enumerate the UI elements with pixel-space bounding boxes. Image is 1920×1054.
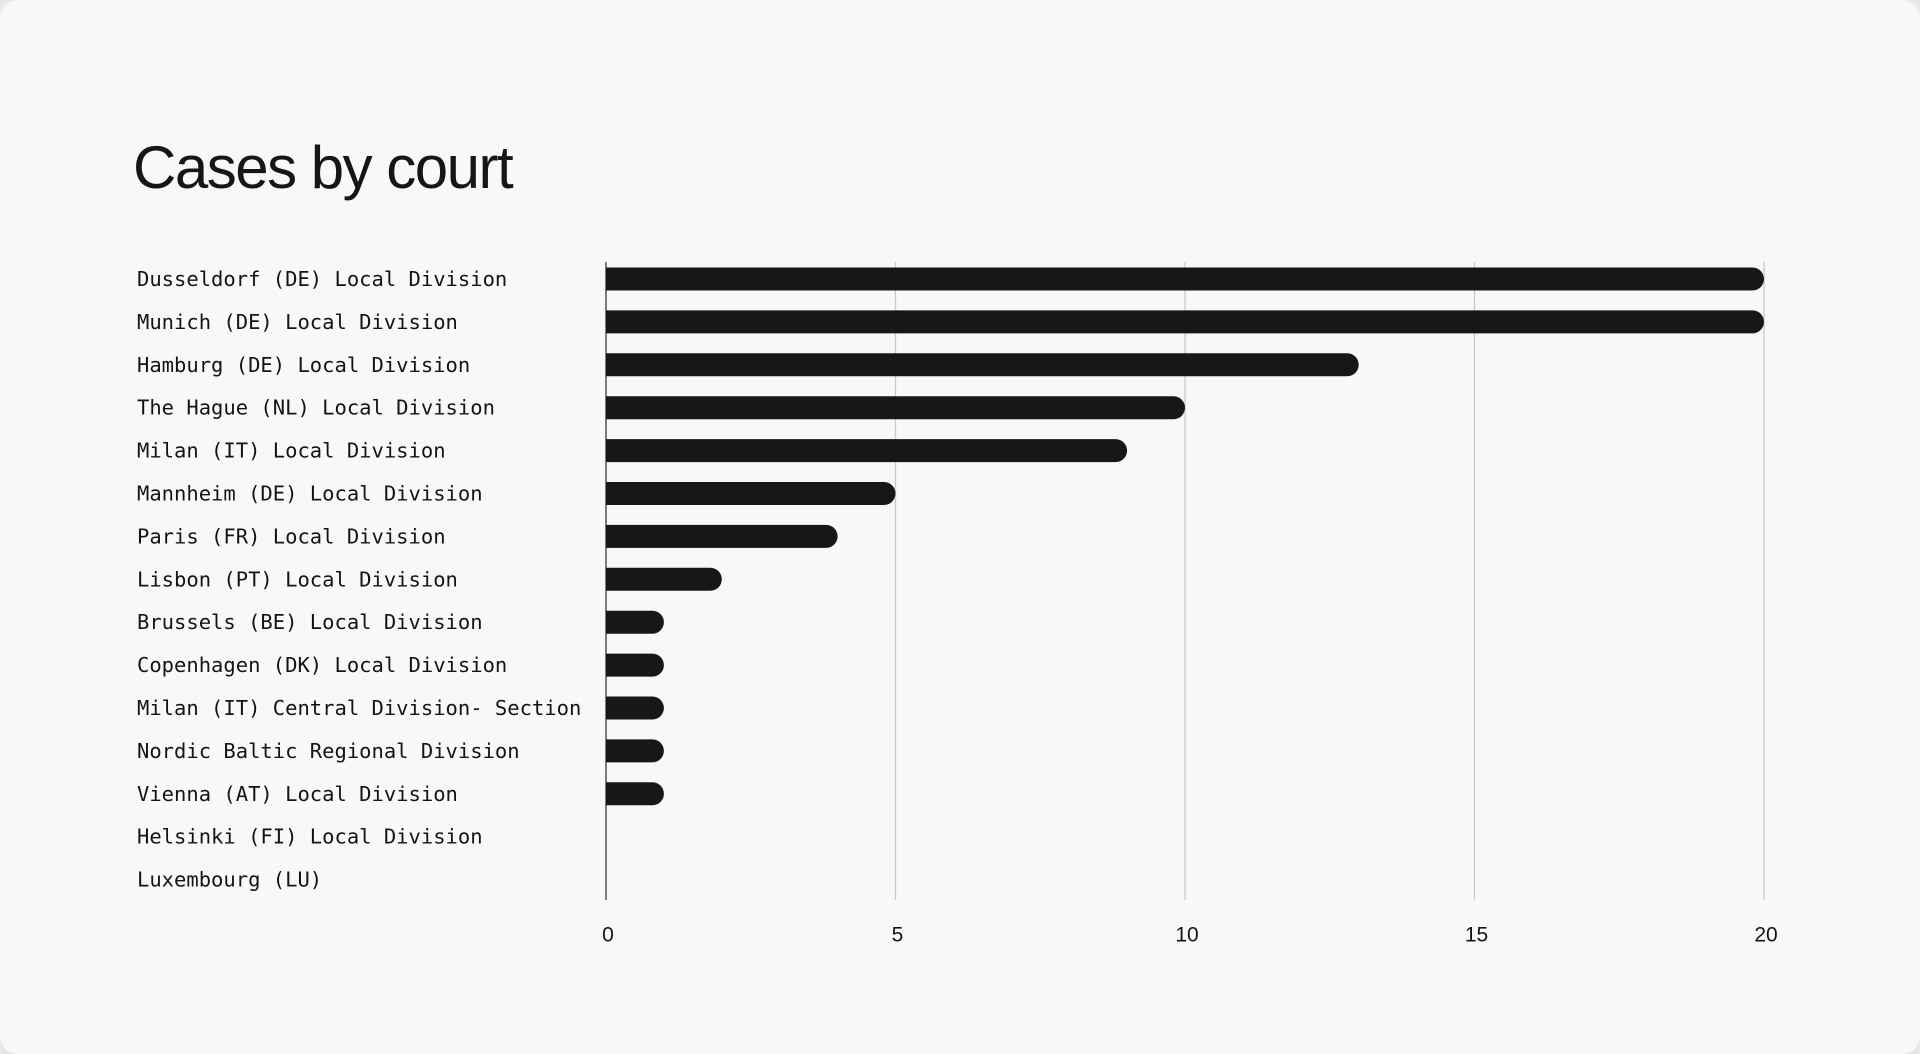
x-tick-label: 15: [1465, 924, 1488, 947]
category-label: Brussels (BE) Local Division: [137, 610, 483, 634]
bar: [606, 524, 838, 548]
category-label: Lisbon (PT) Local Division: [137, 567, 458, 591]
bar: [606, 739, 664, 763]
bar: [606, 610, 664, 634]
x-tick-label: 10: [1175, 924, 1198, 947]
chart-title: Cases by court: [133, 134, 514, 201]
category-label: The Hague (NL) Local Division: [137, 396, 495, 420]
category-label: Luxembourg (LU): [137, 868, 322, 892]
category-label: Vienna (AT) Local Division: [137, 782, 458, 806]
category-label: Milan (IT) Central Division- Section: [137, 696, 581, 720]
bar: [606, 696, 664, 720]
bar: [606, 310, 1765, 334]
bar: [606, 653, 664, 677]
bar: [606, 782, 664, 806]
category-label: Hamburg (DE) Local Division: [137, 353, 470, 377]
bar: [606, 482, 896, 505]
bar: [606, 353, 1359, 377]
x-tick-label: 5: [892, 924, 904, 947]
category-label: Helsinki (FI) Local Division: [137, 825, 483, 849]
category-label: Nordic Baltic Regional Division: [137, 739, 520, 763]
category-label: Mannheim (DE) Local Division: [137, 482, 483, 506]
bar: [606, 396, 1185, 420]
x-tick-label: 20: [1754, 924, 1777, 947]
category-label: Munich (DE) Local Division: [137, 310, 458, 334]
bar: [606, 267, 1765, 291]
category-label: Paris (FR) Local Division: [137, 524, 446, 548]
bar: [606, 567, 722, 591]
category-label: Copenhagen (DK) Local Division: [137, 653, 507, 677]
bar: [606, 439, 1128, 463]
category-label: Dusseldorf (DE) Local Division: [137, 267, 507, 291]
x-tick-label: 0: [602, 924, 614, 947]
category-label: Milan (IT) Local Division: [137, 439, 446, 463]
